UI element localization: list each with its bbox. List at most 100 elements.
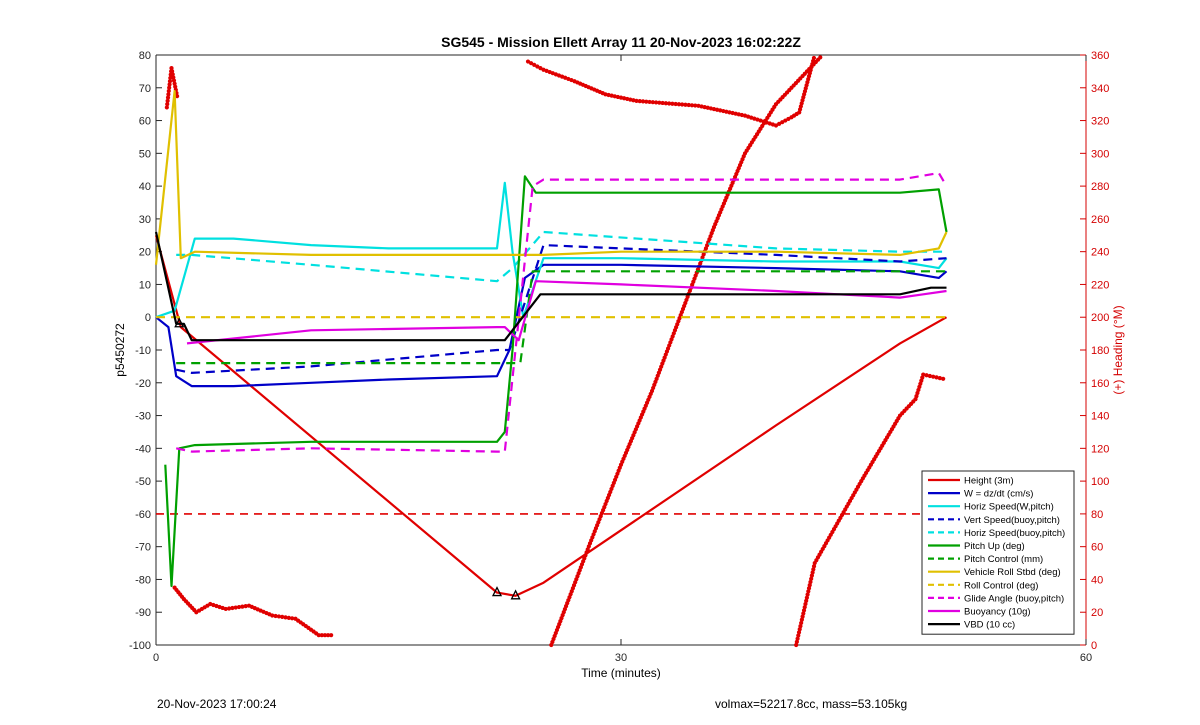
legend-label: VBD (10 cc) — [964, 620, 1015, 631]
heading-point — [529, 61, 534, 66]
heading-point — [805, 592, 810, 597]
heading-point — [169, 66, 174, 71]
heading-point — [329, 633, 334, 638]
y-tick-label: 10 — [139, 279, 151, 291]
heading-point — [164, 105, 169, 110]
y2-tick-label: 300 — [1091, 148, 1109, 160]
heading-point — [927, 373, 932, 379]
heading-point — [170, 72, 175, 77]
heading-point — [808, 579, 813, 585]
heading-point — [640, 99, 646, 104]
y2-tick-label: 340 — [1091, 83, 1109, 95]
series-group — [154, 55, 948, 648]
heading-point — [786, 116, 791, 122]
y2-tick-label: 240 — [1091, 247, 1109, 259]
y2-tick-label: 260 — [1091, 214, 1109, 226]
heading-point — [663, 101, 668, 106]
y2-tick-label: 160 — [1091, 378, 1109, 390]
heading-point — [286, 615, 291, 620]
heading-point — [280, 614, 285, 620]
heading-point — [644, 99, 649, 104]
heading-point — [535, 64, 540, 69]
legend-label: Roll Control (deg) — [964, 580, 1038, 591]
heading-point — [167, 82, 172, 87]
heading-point — [673, 101, 678, 107]
legend-label: Horiz Speed(buoy,pitch) — [964, 528, 1065, 539]
heading-point — [276, 614, 281, 619]
marker-triangle — [174, 317, 185, 328]
heading-point — [934, 375, 939, 380]
heading-point — [647, 99, 652, 105]
heading-point — [810, 570, 815, 575]
heading-point — [811, 564, 817, 569]
series-line — [154, 89, 948, 265]
y2-tick-label: 120 — [1091, 443, 1109, 455]
footer-mass-info: volmax=52217.8cc, mass=53.105kg — [715, 697, 908, 711]
y2-tick-label: 360 — [1091, 50, 1109, 62]
heading-point — [223, 606, 228, 612]
heading-point — [538, 66, 543, 71]
heading-point — [798, 623, 803, 629]
heading-point — [316, 633, 321, 638]
heading-point — [165, 98, 170, 103]
legend-label: Height (3m) — [964, 476, 1014, 487]
heading-point — [800, 614, 805, 619]
heading-point — [797, 627, 802, 632]
heading-point — [921, 372, 926, 377]
heading-point — [670, 101, 675, 106]
y-tick-label: -20 — [135, 378, 151, 390]
heading-point — [243, 604, 248, 609]
heading-point — [676, 102, 682, 107]
heading-point — [166, 92, 171, 97]
y2-tick-label: 40 — [1091, 574, 1103, 586]
heading-point — [801, 611, 806, 616]
heading-point — [170, 69, 175, 74]
heading-point — [804, 598, 809, 603]
y-tick-label: 30 — [139, 214, 151, 226]
legend-box — [921, 470, 1075, 635]
heading-point — [637, 99, 642, 104]
heading-point — [233, 605, 238, 610]
heading-point — [290, 616, 295, 621]
heading-point — [634, 98, 639, 103]
y2-tick-label: 140 — [1091, 411, 1109, 423]
heading-point — [777, 121, 782, 126]
series-line — [175, 244, 947, 374]
heading-point — [667, 101, 672, 106]
y-tick-label: -10 — [135, 345, 151, 357]
heading-point — [680, 102, 685, 107]
y-tick-label: -90 — [135, 607, 151, 619]
series-line — [186, 280, 947, 345]
legend-label: Pitch Control (mm) — [964, 554, 1043, 565]
heading-point — [325, 633, 331, 638]
heading-point — [172, 81, 177, 86]
y-tick-label: 0 — [145, 312, 151, 324]
heading-point — [807, 583, 812, 588]
heading-point — [931, 374, 936, 379]
heading-point — [773, 123, 779, 128]
x-tick-label: 30 — [615, 652, 627, 664]
heading-point — [683, 102, 688, 107]
heading-point — [924, 373, 929, 378]
x-axis-label: Time (minutes) — [581, 666, 661, 680]
heading-point — [803, 601, 808, 607]
marker-triangle — [510, 589, 521, 600]
heading-point — [794, 639, 799, 644]
heading-point — [322, 633, 328, 638]
heading-point — [167, 79, 173, 84]
y2-tick-label: 320 — [1091, 116, 1109, 128]
y-tick-label: -50 — [135, 476, 151, 488]
axes-group: -100-90-80-70-60-50-40-30-20-10010203040… — [129, 50, 1109, 664]
heading-point — [657, 100, 662, 105]
heading-point — [532, 62, 537, 67]
y-tick-label: 50 — [139, 148, 151, 160]
y-tick-label: 70 — [139, 83, 151, 95]
series-line — [155, 181, 948, 319]
heading-point — [171, 75, 176, 80]
legend-label: Pitch Up (deg) — [964, 541, 1025, 552]
y2-tick-label: 60 — [1091, 542, 1103, 554]
y-axis-label: p5450272 — [113, 323, 127, 377]
heading-point — [806, 586, 812, 591]
series-line — [176, 230, 947, 283]
